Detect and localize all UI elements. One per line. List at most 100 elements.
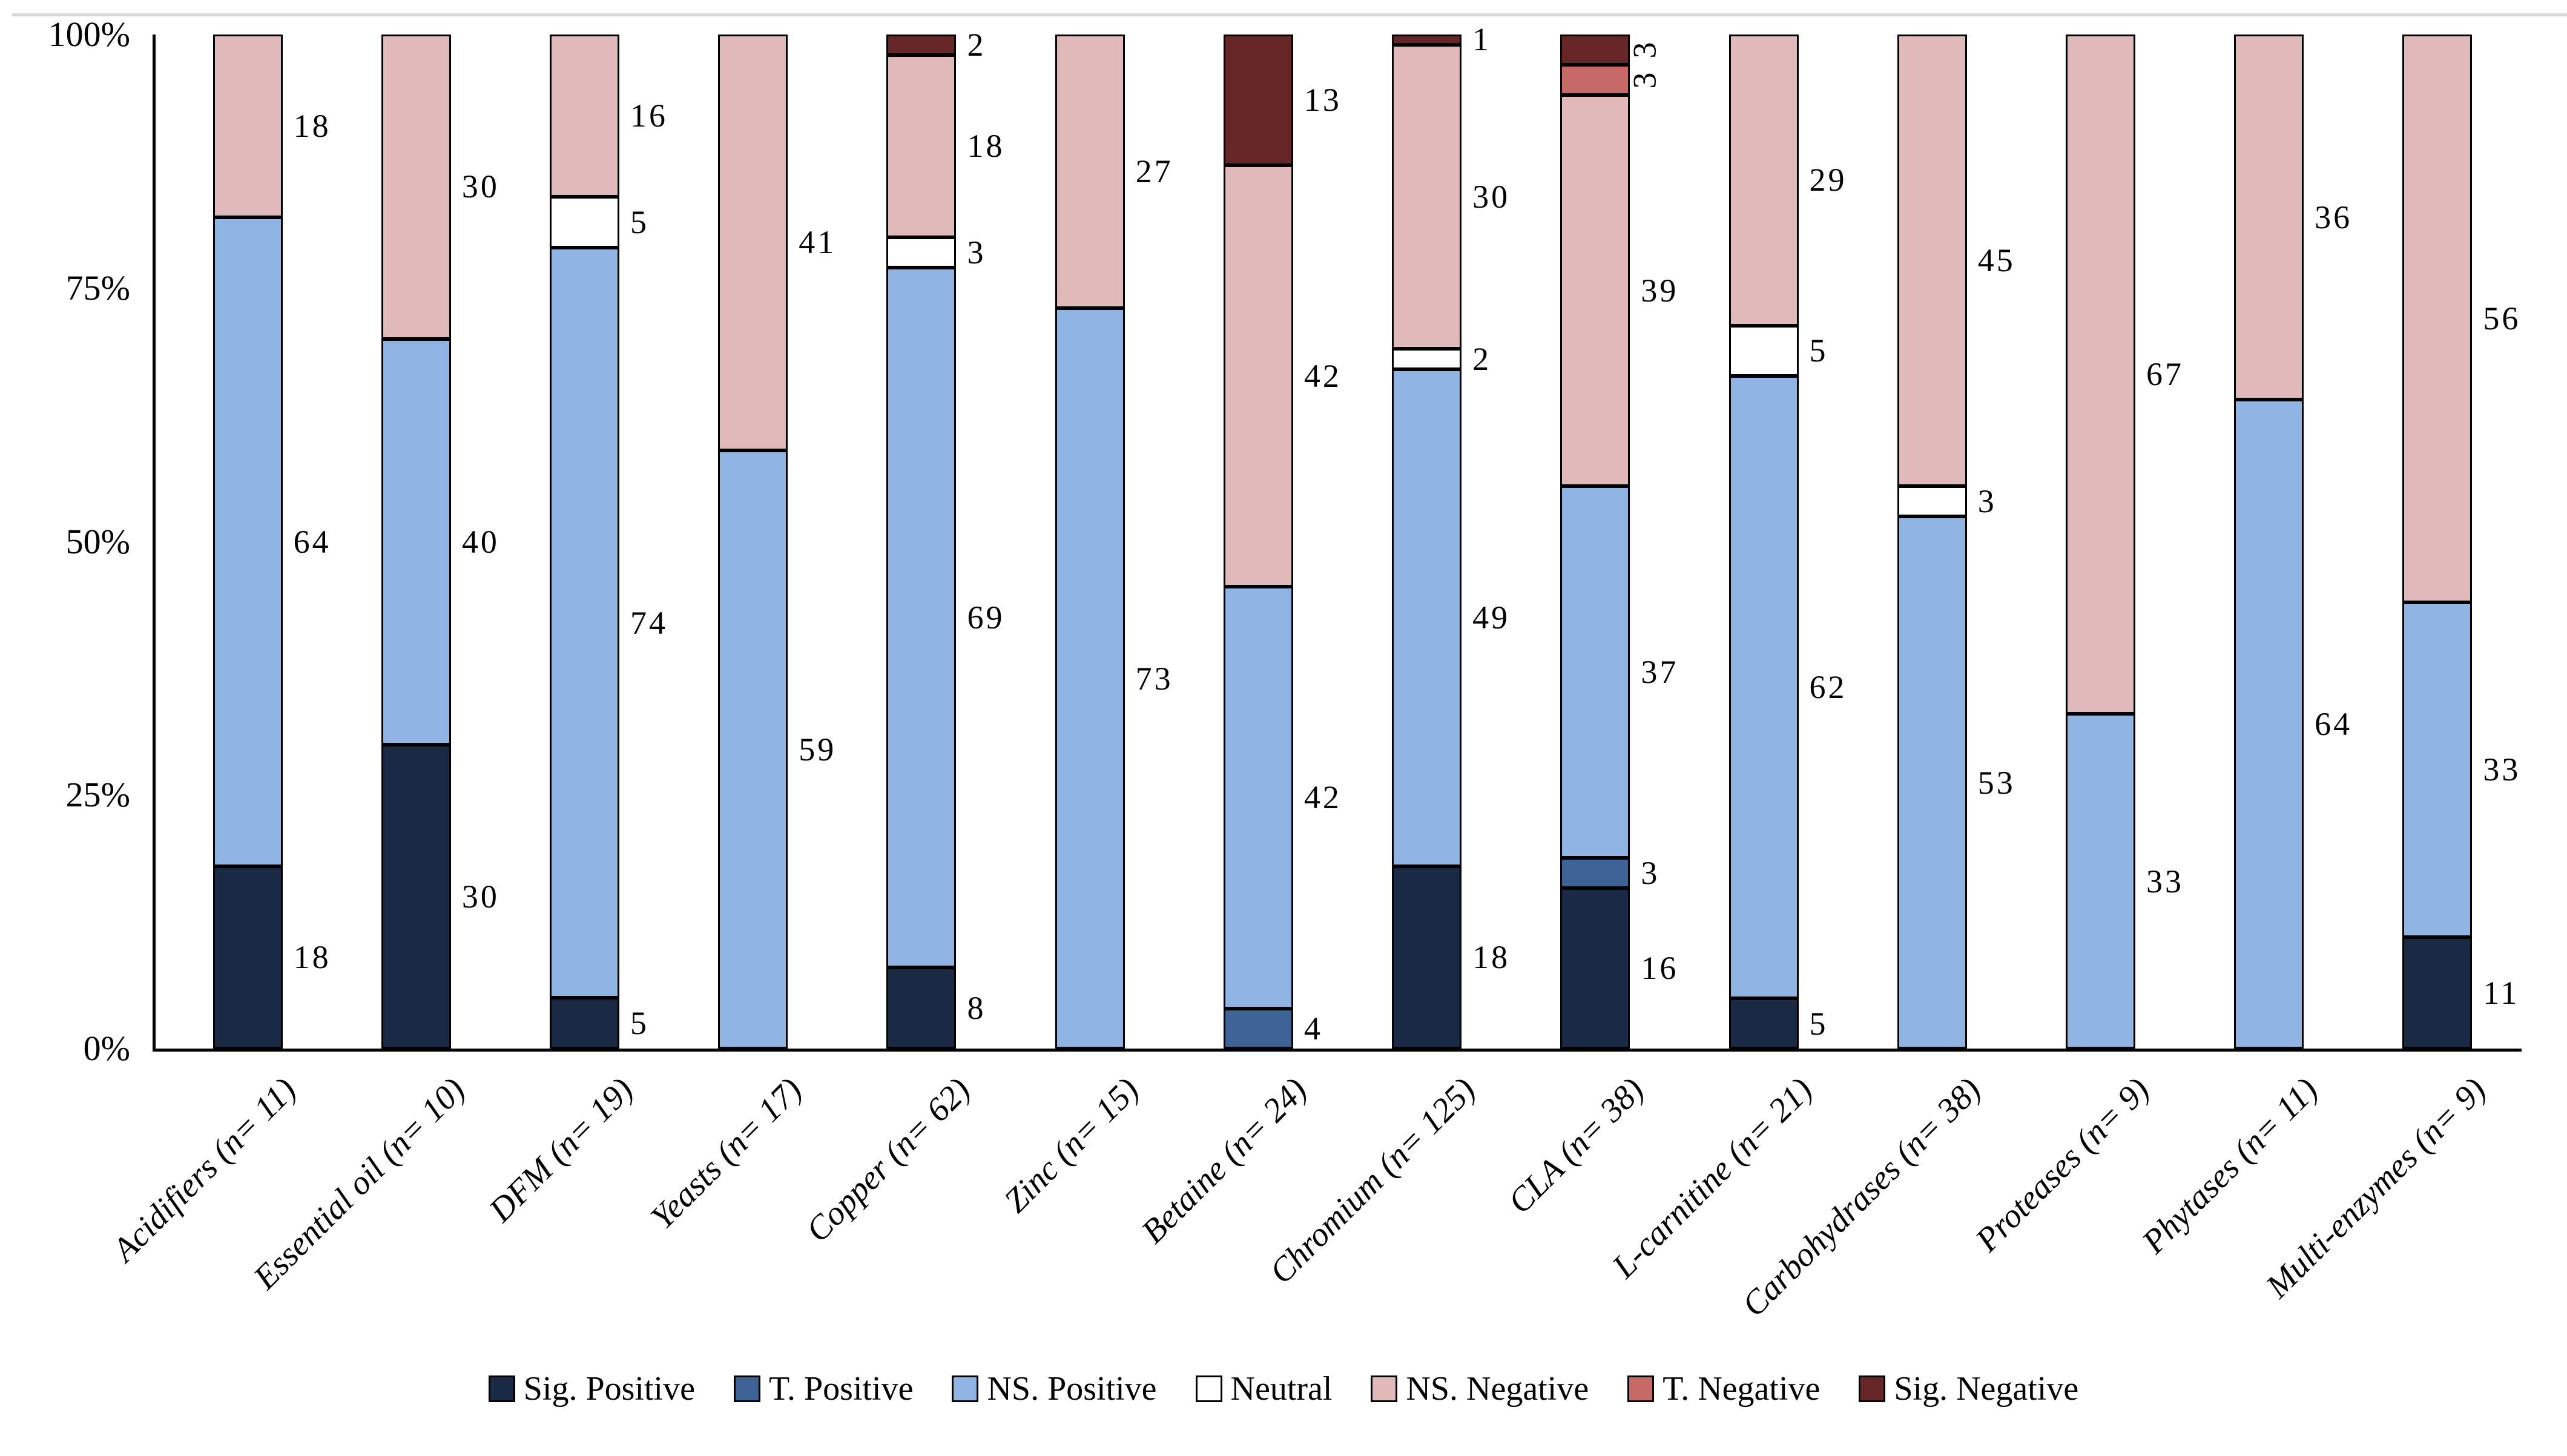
bar-segment <box>1897 35 1967 487</box>
value-label: 18 <box>967 128 1005 165</box>
x-category-label: Phytases (n= 11) <box>2135 1070 2325 1261</box>
legend-label: T. Negative <box>1662 1370 1821 1408</box>
y-tick-label: 100% <box>48 15 130 54</box>
legend-swatch-icon <box>952 1375 979 1402</box>
bar-segment <box>1728 375 1799 999</box>
bar-segment <box>2402 937 2473 1049</box>
value-label: 39 <box>1641 272 1679 309</box>
bar-segment <box>1223 35 1293 165</box>
value-label: 33 <box>2146 863 2184 900</box>
x-category-label: Zinc (n= 15) <box>997 1070 1146 1220</box>
legend-item: NS. Negative <box>1371 1369 1589 1408</box>
x-category-label: Yeasts (n= 17) <box>643 1070 809 1237</box>
bar-14 <box>2402 35 2473 1049</box>
value-label: 29 <box>1809 162 1847 199</box>
bar-segment <box>1392 349 1462 369</box>
bar-8 <box>1392 35 1462 1049</box>
x-category-label: Copper (n= 62) <box>799 1070 978 1250</box>
value-label: 3 <box>1626 71 1663 89</box>
bar-segment <box>381 744 451 1049</box>
bar-segment <box>1560 486 1630 858</box>
bar-segment <box>1392 44 1462 349</box>
value-label: 30 <box>461 878 499 915</box>
bar-2 <box>381 35 451 1049</box>
value-label: 30 <box>1472 179 1511 215</box>
bar-segment <box>381 35 451 339</box>
value-label: 2 <box>1472 341 1492 377</box>
bar-12 <box>2065 35 2135 1049</box>
legend-item: Neutral <box>1195 1369 1332 1408</box>
bar-segment <box>381 338 451 745</box>
bar-segment <box>886 54 957 237</box>
x-category-label: Betaine (n= 24) <box>1134 1070 1314 1251</box>
bar-segment <box>1728 998 1799 1049</box>
x-category-label: CLA (n= 38) <box>1501 1070 1652 1221</box>
legend-swatch-icon <box>1371 1375 1398 1402</box>
legend-label: T. Positive <box>768 1370 914 1408</box>
bar-segment <box>886 967 957 1049</box>
bar-segment <box>1392 866 1462 1049</box>
legend-item: Sig. Negative <box>1859 1369 2078 1408</box>
value-label: 3 <box>1641 854 1660 891</box>
y-tick-label: 0% <box>83 1029 130 1068</box>
bar-segment <box>1055 308 1125 1049</box>
value-label: 56 <box>2483 300 2521 337</box>
bar-segment <box>2065 35 2135 714</box>
bar-10 <box>1728 35 1799 1049</box>
bar-segment <box>1392 369 1462 866</box>
bar-segment <box>1223 587 1293 1009</box>
bar-segment <box>1560 35 1630 65</box>
bar-segment <box>886 35 957 55</box>
legend-swatch-icon <box>488 1375 515 1402</box>
bar-segment <box>1560 888 1630 1049</box>
bar-segment <box>1392 35 1462 45</box>
value-label: 3 <box>1626 41 1663 59</box>
value-label: 59 <box>799 731 837 768</box>
legend-swatch-icon <box>1859 1375 1886 1402</box>
bar-segment <box>1728 35 1799 326</box>
bar-segment <box>718 450 788 1049</box>
value-label: 16 <box>1641 950 1679 987</box>
value-label: 16 <box>630 97 668 134</box>
x-category-label: Acidifiers (n= 11) <box>105 1070 304 1269</box>
y-axis-line <box>153 35 156 1052</box>
bar-segment <box>1560 64 1630 95</box>
bar-segment <box>1728 325 1799 376</box>
bar-segment <box>550 247 620 998</box>
value-label: 42 <box>1303 779 1342 816</box>
value-label: 13 <box>1303 81 1342 118</box>
legend-item: Sig. Positive <box>488 1369 695 1408</box>
legend-swatch-icon <box>1195 1375 1222 1402</box>
bar-13 <box>2234 35 2304 1049</box>
bar-1 <box>213 35 283 1049</box>
bar-segment <box>550 998 620 1049</box>
legend-label: Sig. Positive <box>523 1370 695 1408</box>
bar-segment <box>1055 35 1125 309</box>
value-label: 64 <box>293 523 331 560</box>
bar-segment <box>213 217 283 866</box>
value-label: 5 <box>630 1005 650 1042</box>
bar-segment <box>2234 400 2304 1049</box>
y-tick-label: 25% <box>65 775 130 815</box>
bar-segment <box>1897 516 1967 1049</box>
legend-item: NS. Positive <box>952 1369 1157 1408</box>
bar-segment <box>1560 857 1630 888</box>
bar-segment <box>1223 165 1293 587</box>
bar-segment <box>2234 35 2304 400</box>
bar-segment <box>2402 602 2473 937</box>
bar-segment <box>213 35 283 217</box>
value-label: 40 <box>461 523 499 560</box>
bar-segment <box>213 866 283 1049</box>
value-label: 5 <box>1809 332 1828 369</box>
bar-9 <box>1560 35 1630 1049</box>
bar-7 <box>1223 35 1293 1049</box>
bar-segment <box>1223 1008 1293 1049</box>
value-label: 42 <box>1303 357 1342 394</box>
legend-label: NS. Positive <box>987 1370 1157 1408</box>
legend-label: NS. Negative <box>1406 1370 1589 1408</box>
value-label: 33 <box>2483 751 2521 788</box>
x-category-label: DFM (n= 19) <box>482 1070 641 1230</box>
bar-segment <box>718 35 788 450</box>
value-label: 53 <box>1977 764 2015 801</box>
value-label: 37 <box>1641 654 1679 691</box>
